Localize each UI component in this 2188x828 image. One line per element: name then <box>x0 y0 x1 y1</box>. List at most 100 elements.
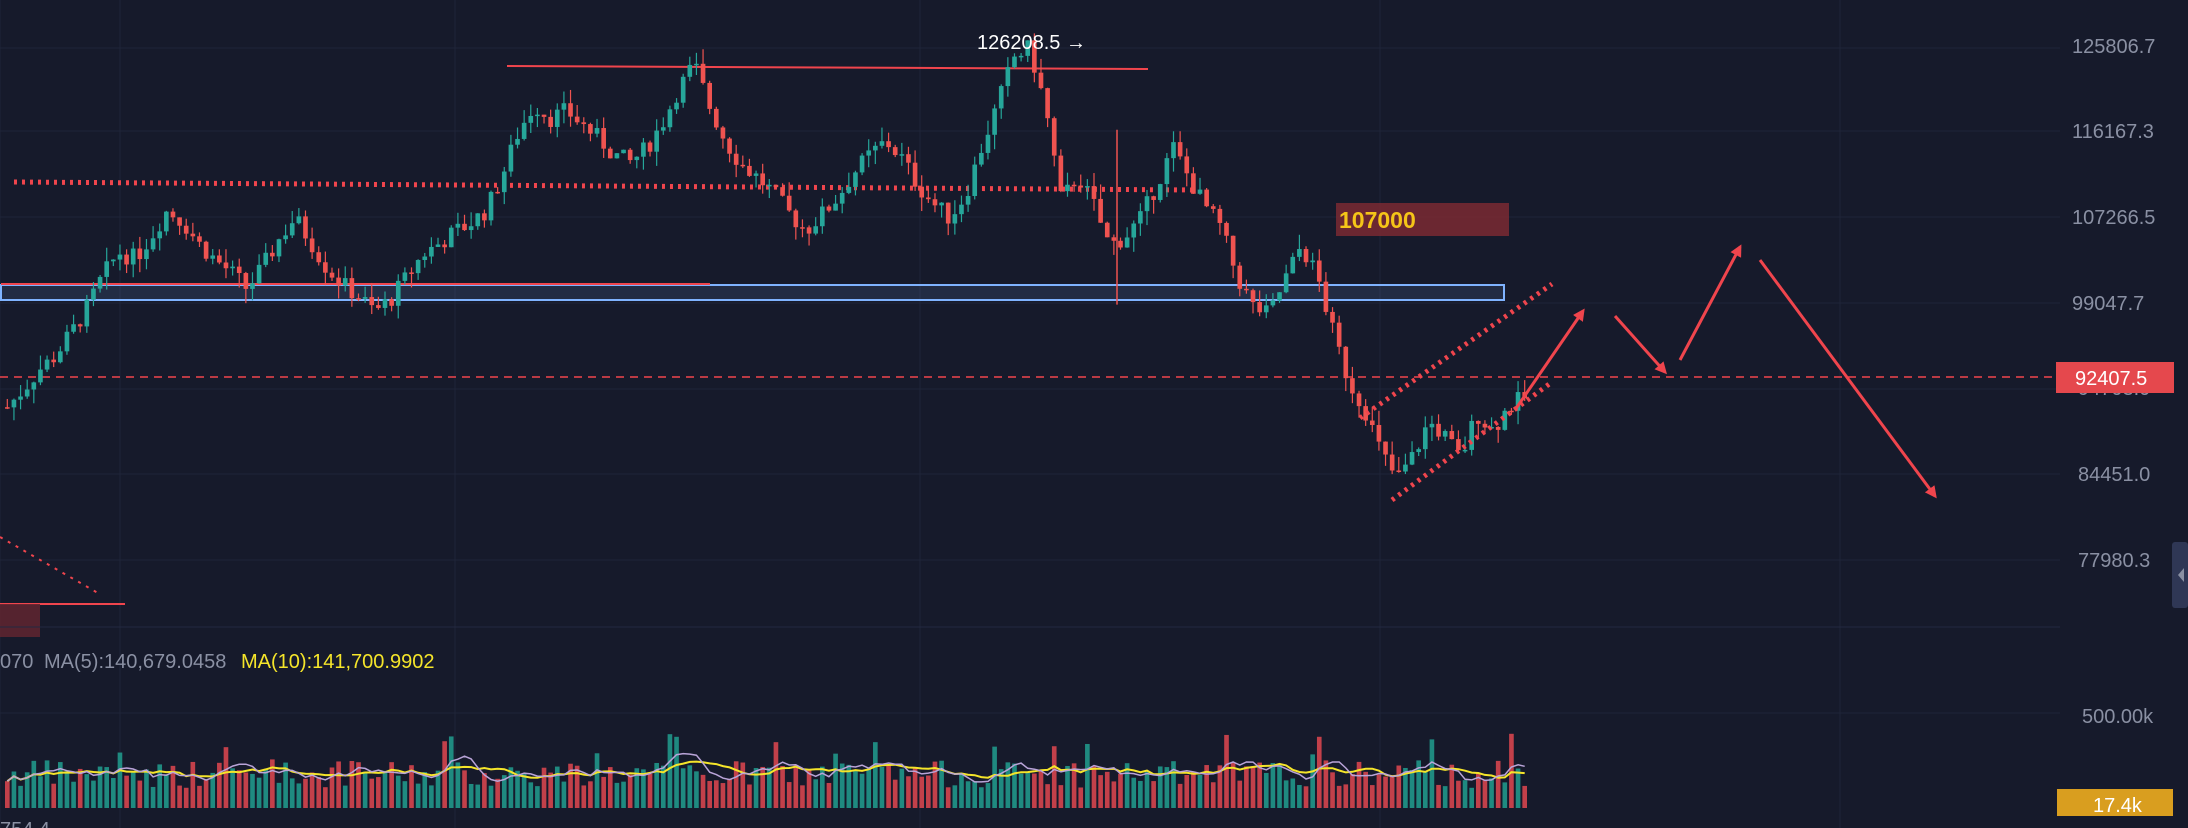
volume-bar <box>972 781 978 808</box>
candle-body <box>362 297 368 299</box>
candle-body <box>786 195 792 211</box>
candle-body <box>647 142 653 152</box>
volume-bar <box>376 777 381 808</box>
volume-bar <box>1045 784 1050 808</box>
volume-bar <box>654 762 659 808</box>
candle-body <box>256 264 262 284</box>
volume-bar <box>170 765 176 808</box>
candle-body <box>892 147 898 156</box>
candle-body <box>528 115 534 123</box>
volume-bar <box>965 781 971 808</box>
candle-body <box>4 407 10 409</box>
candle-body <box>197 236 202 242</box>
volume-bar <box>713 780 719 808</box>
candle-body <box>1403 464 1408 472</box>
candle-body <box>177 217 182 226</box>
candle-body <box>402 272 408 281</box>
candle-body <box>58 351 63 363</box>
volume-bar <box>1403 767 1408 808</box>
volume-bar <box>766 767 772 808</box>
volume-bar <box>614 782 620 808</box>
volume-bar <box>402 781 408 808</box>
candle-body <box>899 154 905 156</box>
candle-body <box>1177 142 1183 157</box>
candle-body <box>31 382 37 390</box>
candle-body <box>939 202 944 206</box>
volume-bar <box>1025 772 1031 808</box>
volume-bar <box>1283 780 1289 808</box>
candle-body <box>44 359 50 370</box>
candle-body <box>667 109 673 128</box>
volume-bar <box>853 770 858 808</box>
volume-bar <box>395 775 401 808</box>
volume-bar <box>1051 746 1057 808</box>
volume-bar <box>1263 772 1269 808</box>
projection-arrow-4 <box>1758 259 1937 499</box>
volume-bar <box>554 766 560 808</box>
candle-body <box>1237 265 1243 289</box>
volume-bar <box>1217 765 1223 808</box>
candle-body <box>992 108 997 135</box>
volume-bar <box>217 762 222 808</box>
volume-bar <box>740 762 746 808</box>
candle-body <box>979 152 984 165</box>
candle-body <box>276 239 282 257</box>
candle-body <box>773 184 779 188</box>
volume-bar <box>1157 766 1163 808</box>
volume-bar <box>1210 782 1216 808</box>
candle-body <box>713 108 719 128</box>
volume-bar <box>680 768 686 808</box>
candle-body <box>1157 184 1163 200</box>
candle-body <box>1495 426 1501 430</box>
volume-bar <box>747 784 752 808</box>
volume-bar <box>846 764 852 808</box>
volume-bar <box>1336 785 1342 808</box>
volume-ma5-label: MA(5):140,679.0458 <box>44 651 226 673</box>
candle-body <box>1250 290 1256 303</box>
volume-bar <box>621 781 626 808</box>
volume-bar <box>1409 770 1415 808</box>
volume-bar <box>634 768 640 808</box>
volume-bar <box>826 782 832 808</box>
volume-bar <box>157 764 163 808</box>
grid <box>0 0 2060 828</box>
resistance-dotted-line <box>13 179 1196 193</box>
candle-body <box>236 266 242 274</box>
fragment-diagonal-line <box>0 536 99 594</box>
volume-bar <box>1515 768 1521 808</box>
candle-body <box>1515 392 1521 411</box>
current-volume-badge-text: 17.4k <box>2093 795 2143 817</box>
candle-body <box>581 122 587 125</box>
candle-body <box>1475 420 1481 424</box>
volume-bar <box>601 776 606 808</box>
volume-bar <box>77 768 83 808</box>
candle-body <box>356 298 361 300</box>
volume-bar <box>342 785 348 808</box>
candle-body <box>1032 40 1037 73</box>
candle-body <box>1509 410 1514 413</box>
candle-body <box>117 254 123 260</box>
candle-body <box>296 216 302 224</box>
volume-bar <box>1104 771 1110 808</box>
candle-body <box>1449 431 1455 440</box>
volume-bar <box>1449 764 1455 808</box>
candle-body <box>1151 196 1156 200</box>
candle-body <box>760 173 766 186</box>
candle-body <box>329 272 335 278</box>
volume-bar <box>1085 743 1090 808</box>
volume-bar <box>979 787 984 808</box>
volume-bar <box>1495 760 1501 808</box>
candle-body <box>1131 223 1137 238</box>
candle-body <box>1416 449 1421 453</box>
volume-bar <box>468 783 474 808</box>
peak-resistance-line <box>506 65 1149 70</box>
candle-body <box>886 141 891 148</box>
candle-body <box>130 248 136 265</box>
volume-bar <box>1151 781 1156 808</box>
candle-body <box>906 154 911 163</box>
candle-body <box>859 155 865 173</box>
volume-bar <box>323 787 328 808</box>
candle-body <box>309 238 315 253</box>
volume-bar <box>588 781 593 808</box>
candle-body <box>879 141 885 146</box>
